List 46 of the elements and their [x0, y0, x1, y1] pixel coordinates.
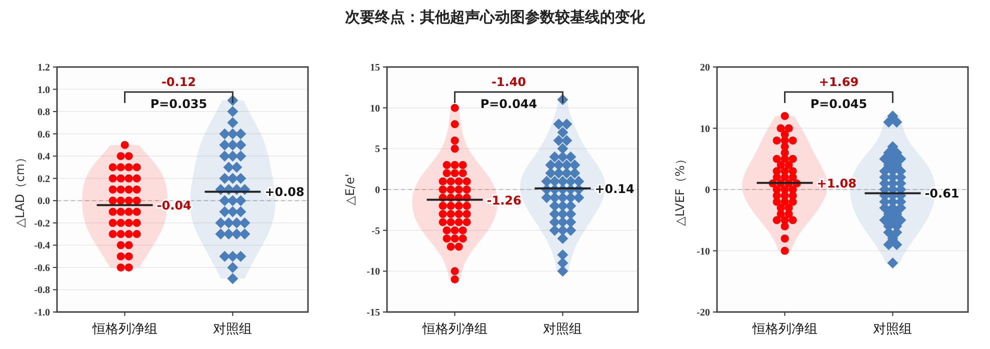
- y-tick-label: -20: [696, 308, 710, 318]
- y-tick-label: 0.2: [38, 174, 50, 185]
- x-tick-label: 恒格列净组: [91, 322, 158, 337]
- x-tick-label: 对照组: [213, 322, 252, 337]
- y-tick-label: 0: [705, 185, 710, 196]
- y-tick-label: -10: [696, 246, 710, 258]
- y-tick-label: 5: [375, 144, 380, 156]
- y-tick-label: 0.6: [38, 129, 50, 140]
- chart-title: 次要终点：其他超声心动图参数较基线的变化: [345, 8, 646, 26]
- y-tick-label: 1.0: [38, 84, 50, 96]
- y-tick-label: -0.4: [34, 240, 50, 252]
- y-tick-label: -15: [366, 308, 380, 318]
- y-axis-title: △LAD（cm）: [13, 152, 27, 228]
- y-tick-label: -1.0: [34, 308, 50, 318]
- y-axis-title: △E/e': [343, 174, 357, 206]
- y-tick-label: 0.0: [38, 196, 50, 208]
- y-tick-label: 0.4: [38, 152, 50, 163]
- annotation: P=0.035: [150, 97, 208, 111]
- annotation: P=0.044: [480, 97, 538, 111]
- annotation: +0.14: [594, 182, 634, 196]
- y-tick-label: -5: [372, 226, 380, 237]
- y-tick-label: 15: [370, 62, 380, 74]
- annotation: -1.26: [486, 193, 522, 208]
- y-tick-label: -0.6: [34, 262, 50, 274]
- annotation: -1.40: [491, 75, 526, 89]
- annotation: -0.12: [161, 75, 196, 89]
- x-tick-label: 对照组: [873, 322, 912, 337]
- y-tick-label: -0.2: [34, 218, 50, 230]
- annotation: P=0.045: [810, 97, 868, 111]
- y-tick-label: 10: [370, 103, 380, 114]
- x-tick-label: 恒格列净组: [751, 322, 818, 337]
- annotation: +1.08: [816, 176, 856, 190]
- y-tick-label: 1.2: [38, 62, 50, 74]
- annotation: +0.08: [264, 185, 304, 200]
- x-tick-label: 恒格列净组: [421, 322, 488, 337]
- annotation: -0.04: [156, 198, 192, 213]
- annotation: -0.61: [924, 186, 960, 201]
- y-axis-title: △LVEF（%）: [673, 153, 687, 226]
- annotation: +1.69: [818, 75, 859, 89]
- y-tick-label: 0.8: [38, 107, 50, 118]
- y-tick-label: -0.8: [34, 285, 50, 296]
- y-tick-label: -10: [366, 266, 380, 278]
- y-tick-label: 10: [700, 124, 710, 135]
- y-tick-label: 20: [700, 62, 710, 74]
- x-tick-label: 对照组: [543, 322, 582, 337]
- y-tick-label: 0: [375, 185, 380, 196]
